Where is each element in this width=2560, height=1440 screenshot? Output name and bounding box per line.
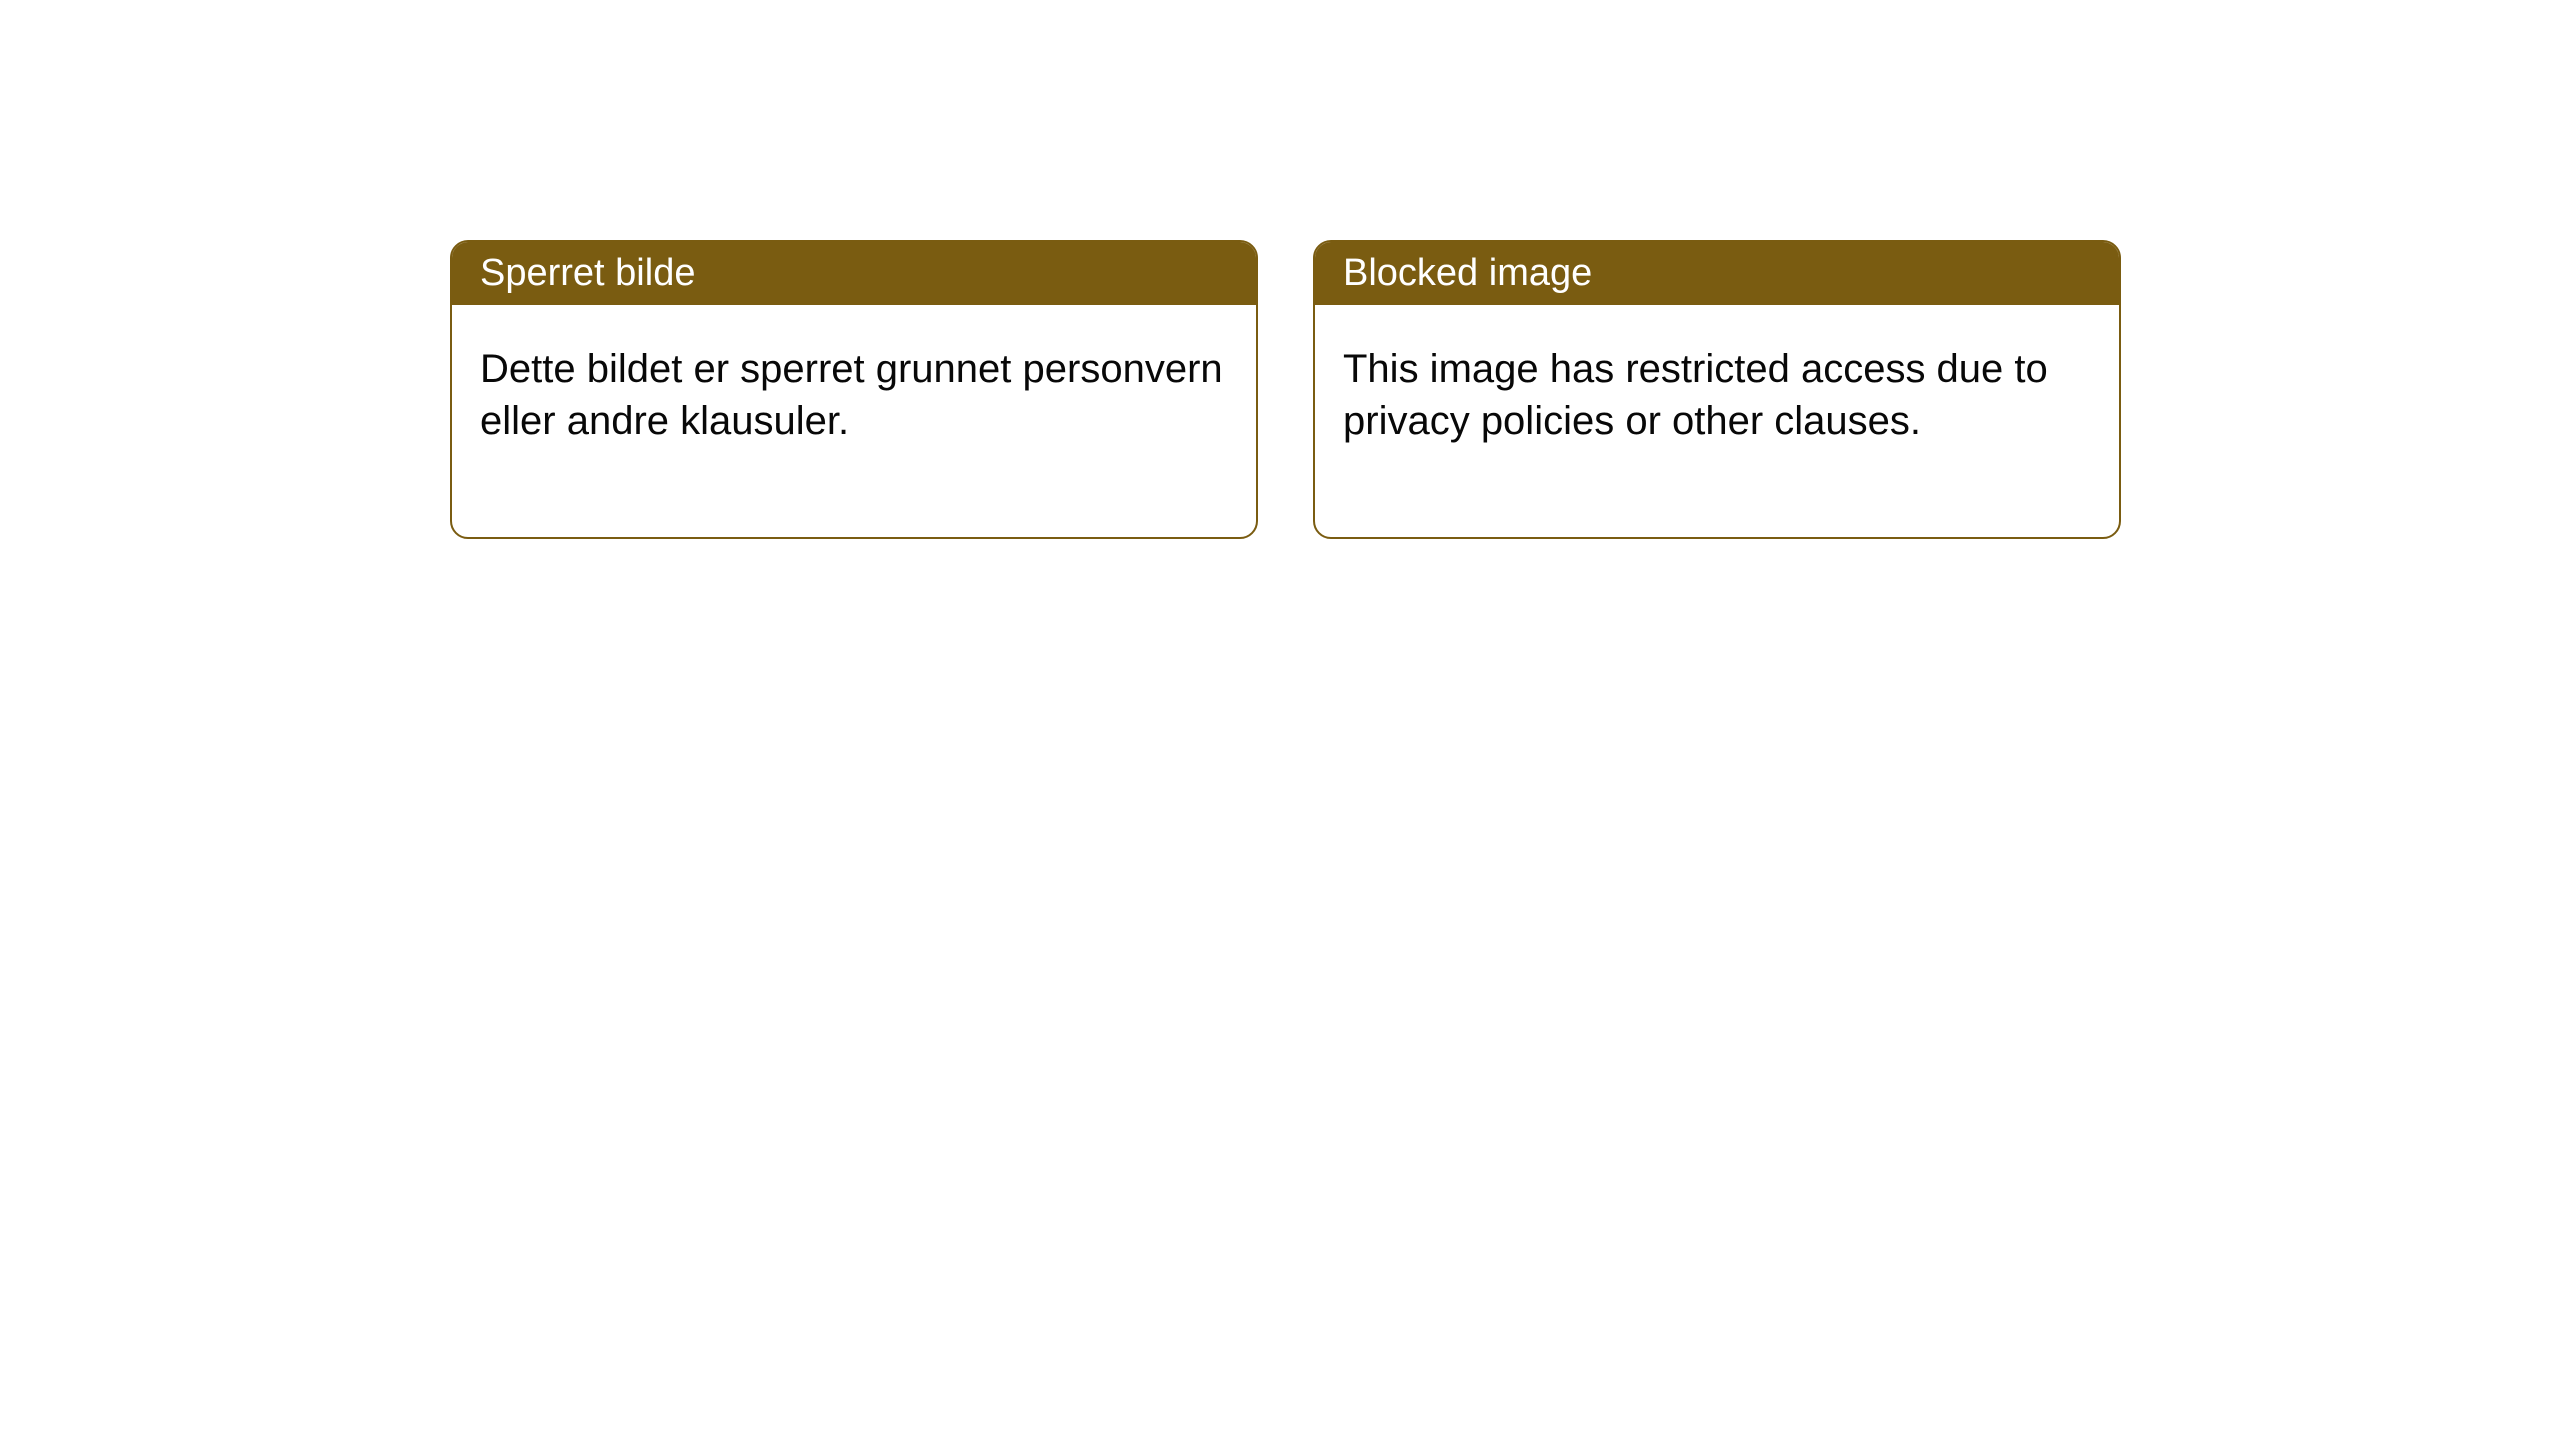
notice-header-norwegian: Sperret bilde	[452, 242, 1256, 305]
notice-card-english: Blocked image This image has restricted …	[1313, 240, 2121, 539]
notice-header-english: Blocked image	[1315, 242, 2119, 305]
notice-container: Sperret bilde Dette bildet er sperret gr…	[450, 240, 2121, 539]
notice-body-norwegian: Dette bildet er sperret grunnet personve…	[452, 305, 1256, 537]
notice-body-english: This image has restricted access due to …	[1315, 305, 2119, 537]
notice-card-norwegian: Sperret bilde Dette bildet er sperret gr…	[450, 240, 1258, 539]
